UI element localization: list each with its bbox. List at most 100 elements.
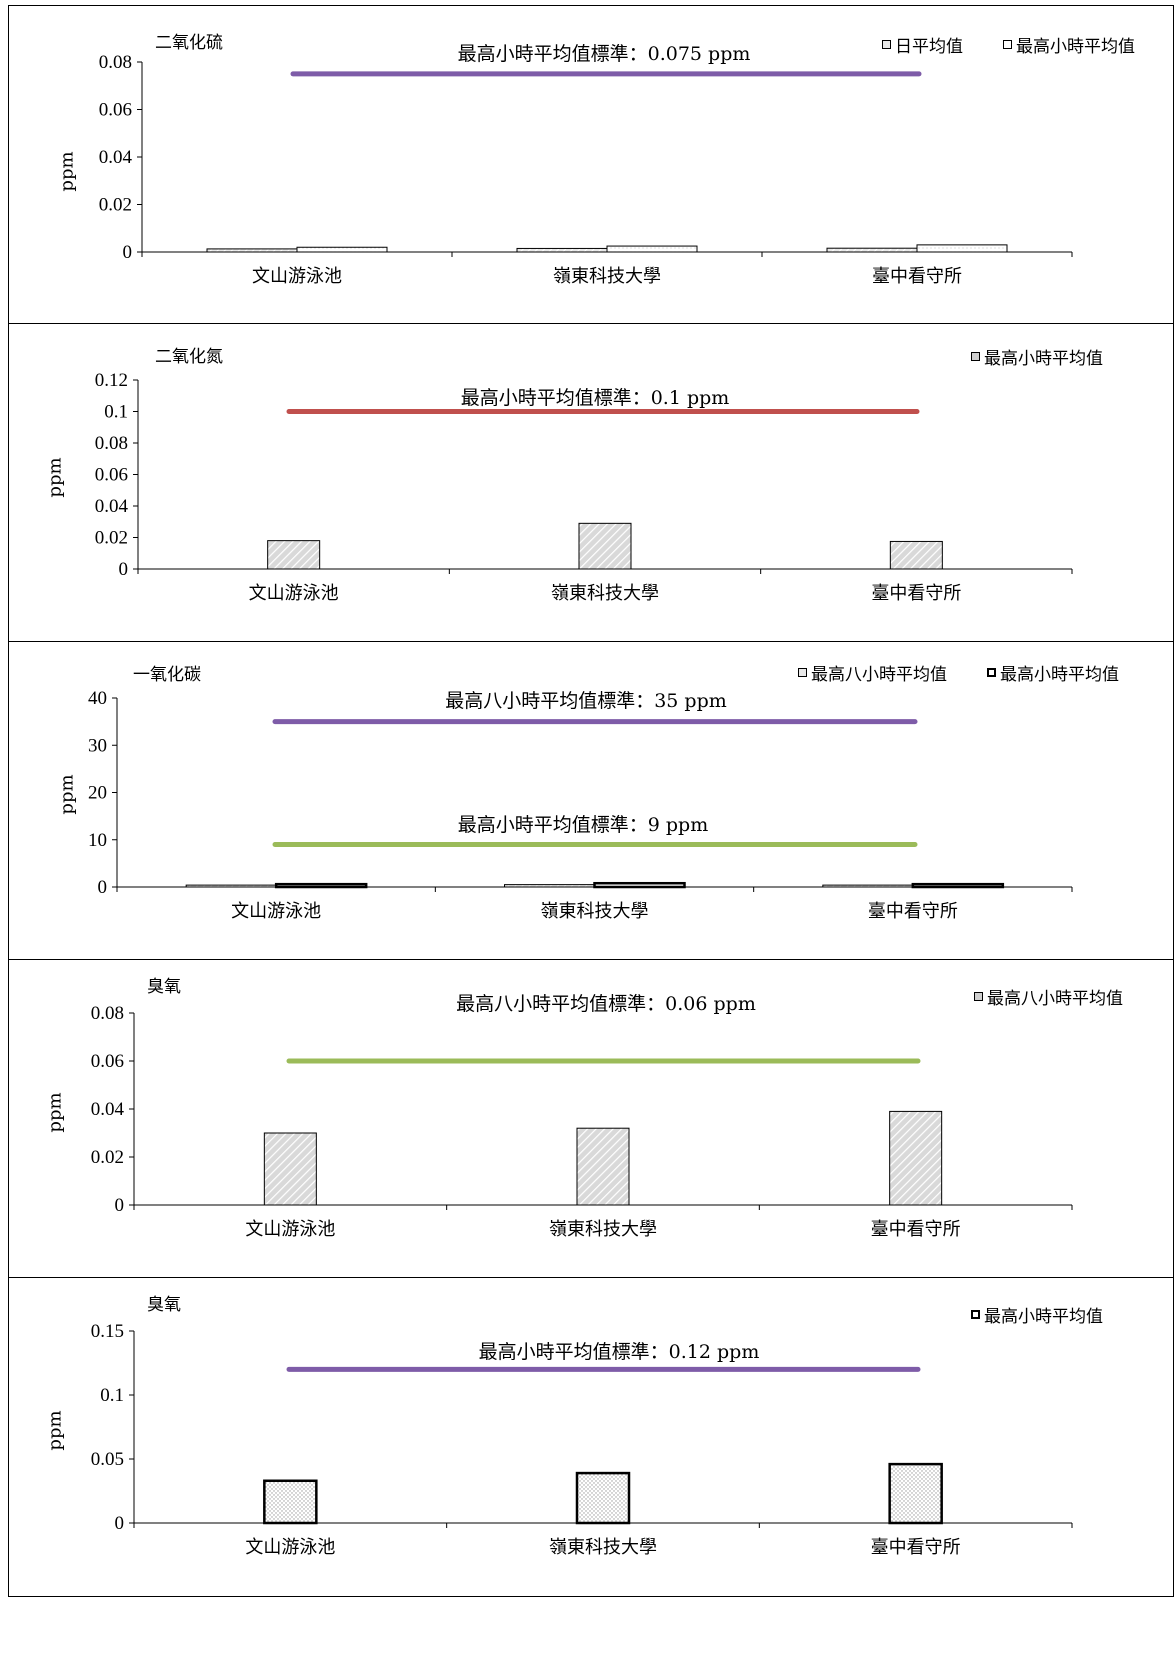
chart-panel-so2: 0 0.02 0.04 0.06 0.08 文山游泳池 嶺東科技大學 臺中看守所 二氧化硫 p… — [8, 5, 1174, 325]
standard-label: 最高小時平均值標準：0.1 ppm — [460, 387, 730, 409]
y-tick-label: 0.06 — [91, 1051, 124, 1072]
chart-panel-o3-8h: 0 0.02 0.04 0.06 0.08 文山游泳池 嶺東科技大學 臺中看守所 臭氧 ppm… — [8, 959, 1174, 1279]
y-tick-label: 0.1 — [100, 1385, 124, 1406]
y-tick-label: 0.04 — [95, 496, 129, 517]
x-category-label: 文山游泳池 — [245, 1537, 335, 1558]
legend-swatch-icon — [798, 668, 807, 677]
legend-item: 最高八小時平均值 — [974, 984, 1123, 1009]
y-tick-label: 0.08 — [91, 1003, 124, 1024]
legend-label: 最高小時平均值 — [1016, 37, 1135, 57]
bar — [504, 884, 595, 888]
x-category-label: 臺中看守所 — [868, 901, 958, 922]
x-category-label: 文山游泳池 — [249, 583, 339, 604]
standard-label: 最高小時平均值標準：9 ppm — [457, 814, 709, 836]
bar — [267, 540, 321, 570]
bar — [575, 1471, 631, 1525]
y-axis-label: ppm — [56, 151, 78, 192]
x-category-label: 臺中看守所 — [871, 583, 961, 604]
x-category-label: 嶺東科技大學 — [549, 1537, 657, 1558]
x-category-label: 嶺東科技大學 — [541, 901, 649, 922]
standard-label: 最高八小時平均值標準：35 ppm — [445, 690, 727, 712]
legend-label: 最高小時平均值 — [984, 349, 1103, 369]
y-tick-label: 0 — [119, 559, 129, 580]
x-category-label: 文山游泳池 — [252, 266, 342, 287]
legend-swatch-icon — [1003, 40, 1012, 49]
legend-item: 日平均值 — [882, 32, 963, 57]
chart-so2: 0 0.02 0.04 0.06 0.08 文山游泳池 嶺東科技大學 臺中看守所 — [99, 52, 1073, 287]
bar — [593, 881, 686, 889]
chart-panel-o3-1h: 0 0.05 0.1 0.15 文山游泳池 嶺東科技大學 臺中看守所 臭氧 ppm 最高小時… — [8, 1277, 1174, 1597]
x-category-label: 嶺東科技大學 — [549, 1219, 657, 1240]
bar — [185, 884, 277, 888]
bar — [274, 882, 368, 889]
legend-item: 最高小時平均值 — [987, 660, 1119, 685]
bar — [889, 1110, 943, 1206]
legend-label: 日平均值 — [895, 37, 963, 57]
chart-title: 一氧化碳 — [133, 665, 201, 685]
y-tick-label: 0.15 — [91, 1321, 124, 1342]
bar — [822, 884, 914, 888]
bar — [826, 247, 918, 253]
chart-co: 0 10 20 30 40 文山游泳池 嶺東科技大學 臺中看守所 — [88, 688, 1073, 922]
y-tick-label: 40 — [88, 688, 107, 709]
bar — [263, 1479, 318, 1525]
y-tick-label: 0 — [123, 242, 133, 263]
legend-item: 最高小時平均值 — [1003, 32, 1135, 57]
legend-swatch-icon — [974, 992, 983, 1001]
chart-title: 二氧化硫 — [155, 33, 223, 53]
legend-label: 最高八小時平均值 — [811, 665, 947, 685]
standard-label: 最高小時平均值標準：0.12 ppm — [478, 1341, 760, 1363]
y-axis-label: ppm — [44, 1092, 66, 1133]
chart-panel-co: 0 10 20 30 40 文山游泳池 嶺東科技大學 臺中看守所 一氧化碳 ppm 最高八小時… — [8, 641, 1174, 961]
bar — [576, 1127, 630, 1206]
chart-title: 臭氧 — [147, 977, 181, 997]
y-tick-label: 0 — [115, 1195, 125, 1216]
legend-label: 最高小時平均值 — [1000, 665, 1119, 685]
x-category-label: 文山游泳池 — [245, 1219, 335, 1240]
y-tick-label: 0.02 — [95, 528, 128, 549]
legend-swatch-icon — [971, 1310, 980, 1319]
bar — [263, 1132, 317, 1206]
chart-title: 二氧化氮 — [155, 347, 223, 367]
y-tick-label: 0.06 — [95, 465, 128, 486]
bar — [296, 246, 388, 253]
y-tick-label: 0.02 — [99, 195, 132, 216]
y-tick-label: 20 — [88, 783, 107, 804]
legend-swatch-icon — [987, 668, 996, 677]
y-axis-label: ppm — [44, 1410, 66, 1451]
bar — [578, 522, 632, 570]
legend: 日平均值 最高小時平均值 — [882, 32, 1135, 57]
chart-title: 臭氧 — [147, 1295, 181, 1315]
x-category-label: 臺中看守所 — [871, 1219, 961, 1240]
chart-o3-8h: 0 0.02 0.04 0.06 0.08 文山游泳池 嶺東科技大學 臺中看守所 — [91, 1003, 1073, 1240]
standard-label: 最高八小時平均值標準：0.06 ppm — [456, 993, 756, 1015]
legend-label: 最高小時平均值 — [984, 1307, 1103, 1327]
legend-swatch-icon — [882, 40, 891, 49]
y-tick-label: 30 — [88, 735, 107, 756]
legend-item: 最高八小時平均值 — [798, 660, 947, 685]
legend-item: 最高小時平均值 — [971, 344, 1103, 369]
legend: 最高八小時平均值 — [974, 984, 1123, 1009]
y-tick-label: 10 — [88, 830, 107, 851]
x-category-label: 嶺東科技大學 — [553, 266, 661, 287]
y-tick-label: 0.12 — [95, 370, 128, 391]
y-tick-label: 0.06 — [99, 100, 132, 121]
y-tick-label: 0.04 — [99, 147, 133, 168]
chart-panel-no2: 0 0.02 0.04 0.06 0.08 0.1 0.12 文山游泳池 嶺東科技大學 臺中看守所… — [8, 323, 1174, 643]
y-axis-label: ppm — [44, 457, 66, 498]
y-tick-label: 0.02 — [91, 1147, 124, 1168]
x-category-label: 臺中看守所 — [871, 1537, 961, 1558]
y-tick-label: 0 — [115, 1513, 125, 1534]
y-tick-label: 0.05 — [91, 1449, 124, 1470]
chart-o3-1h: 0 0.05 0.1 0.15 文山游泳池 嶺東科技大學 臺中看守所 — [91, 1321, 1073, 1558]
legend: 最高小時平均值 — [971, 1302, 1103, 1327]
bar — [911, 882, 1005, 889]
y-axis-label: ppm — [56, 774, 78, 815]
y-tick-label: 0 — [98, 877, 108, 898]
chart-no2: 0 0.02 0.04 0.06 0.08 0.1 0.12 文山游泳池 嶺東科技大學 臺中看守所 — [95, 370, 1073, 604]
legend-item: 最高小時平均值 — [971, 1302, 1103, 1327]
y-tick-label: 0.08 — [99, 52, 132, 73]
legend: 最高小時平均值 — [971, 344, 1103, 369]
bar — [516, 247, 608, 253]
legend-label: 最高八小時平均值 — [987, 989, 1123, 1009]
